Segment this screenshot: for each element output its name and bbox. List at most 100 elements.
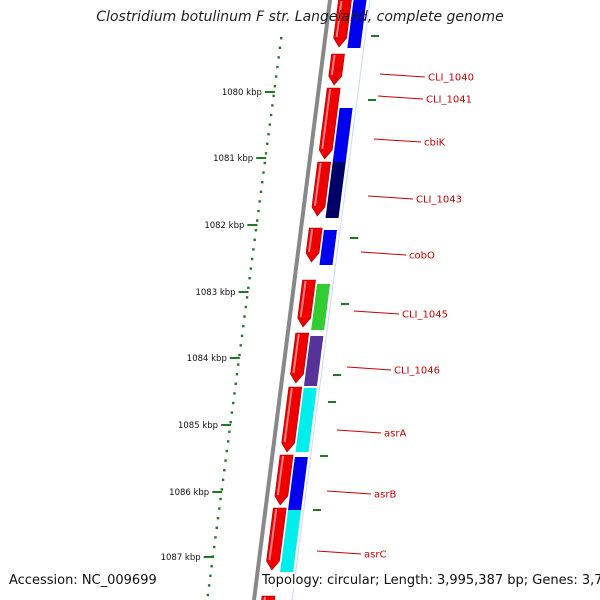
tick-minor — [258, 200, 261, 203]
tick-minor — [273, 85, 277, 88]
cds-arrow — [261, 595, 276, 600]
cog-block — [280, 510, 302, 572]
gene-label: CLI_1043 — [416, 195, 462, 206]
cog-block — [288, 457, 308, 510]
tick-minor — [235, 373, 239, 376]
tick-minor — [239, 344, 242, 347]
tick-minor — [247, 286, 250, 289]
gene-label: CLI_1041 — [426, 95, 472, 106]
tick-minor — [243, 315, 246, 318]
tick-minor — [223, 469, 226, 472]
scale-ticks: 1080 kbp 1081 kbp 1082 kbp 1083 kbp 1084 kbp… — [161, 37, 283, 597]
cog-block — [319, 230, 337, 265]
gene-labels: CLI_1040 CLI_1041 cbiK CLI_1043 cobO CLI_1045… — [316, 73, 474, 561]
tick-minor — [229, 421, 232, 424]
cds-arrow — [274, 454, 294, 506]
tick-minor — [225, 449, 229, 453]
cds-arrow — [305, 227, 323, 263]
gene-label: cbiK — [424, 138, 446, 149]
tick-minor — [248, 277, 251, 280]
tick-minor — [218, 507, 221, 510]
tick-minor — [245, 296, 249, 299]
gene-label: asrC — [364, 550, 386, 561]
tick-minor — [207, 584, 211, 587]
tick-minor — [272, 94, 275, 97]
genome-summary-text: Topology: circular; Length: 3,995,387 bp… — [262, 573, 600, 588]
tick-minor — [277, 56, 280, 59]
tick-minor — [264, 152, 268, 155]
tick-minor — [250, 257, 254, 261]
gene-label: CLI_1040 — [428, 73, 474, 84]
tick-minor — [254, 229, 258, 232]
tick-minor — [226, 440, 230, 443]
tick-minor — [279, 37, 283, 40]
cds-highlight — [276, 455, 285, 496]
tick-label: 1082 kbp — [204, 221, 244, 231]
tick-minor — [231, 401, 235, 405]
tick-minor — [233, 392, 236, 395]
tick-minor — [238, 353, 241, 357]
tick-minor — [278, 46, 282, 49]
cog-block — [332, 108, 353, 162]
tick-minor — [249, 267, 253, 270]
accession-text: Accession: NC_009699 — [9, 573, 157, 588]
gene-label: asrB — [374, 490, 396, 501]
tick-minor — [268, 123, 272, 126]
cds-arrow — [266, 507, 287, 571]
tick-minor — [209, 574, 212, 577]
tick-label: 1080 kbp — [222, 88, 262, 98]
tick-minor — [274, 75, 278, 78]
gene-leader-line — [353, 310, 400, 315]
tick-minor — [261, 181, 264, 184]
cds-highlight — [321, 88, 332, 150]
tick-minor — [206, 593, 210, 597]
gene-leader-line — [326, 490, 372, 495]
gene-leader-line — [360, 251, 407, 256]
tick-minor — [234, 382, 237, 385]
cds-arrow — [297, 279, 316, 328]
tick-label: 1083 kbp — [195, 288, 235, 298]
cds-highlight — [283, 387, 293, 443]
tick-minor — [230, 411, 234, 414]
map-title: Clostridium botulinum F str. Langeland, … — [96, 9, 504, 25]
cog-block — [311, 284, 331, 330]
tick-minor — [220, 488, 223, 491]
gene-leader-line — [377, 95, 424, 100]
tick-minor — [224, 459, 227, 462]
gene-leader-line — [346, 366, 392, 371]
tick-minor — [259, 190, 263, 193]
tick-minor — [271, 104, 274, 107]
tick-label: 1086 kbp — [169, 488, 209, 498]
tick-label: 1084 kbp — [187, 354, 227, 364]
tick-minor — [214, 536, 217, 539]
tick-minor — [216, 517, 220, 520]
cds-highlight — [299, 280, 307, 318]
cds-arrow — [311, 161, 332, 217]
tick-minor — [257, 209, 260, 213]
cds-highlight — [308, 228, 314, 253]
cog-block — [295, 388, 317, 452]
tick-label: 1085 kbp — [178, 421, 218, 431]
cds-arrow — [333, 0, 352, 48]
cds-highlight — [292, 333, 300, 374]
gene-label: cobO — [409, 251, 435, 262]
tick-minor — [210, 565, 213, 568]
cds-highlight — [330, 54, 336, 76]
cds-arrow — [281, 386, 303, 453]
tick-minor — [252, 248, 255, 251]
gene-leader-line — [316, 550, 362, 555]
cds-arrow — [290, 332, 310, 384]
tick-label: 1081 kbp — [213, 154, 253, 164]
gene-leader-line — [379, 73, 426, 78]
feature-rings — [261, 0, 379, 600]
tick-minor — [221, 478, 225, 481]
tick-minor — [237, 363, 240, 366]
tick-minor — [219, 497, 222, 501]
tick-minor — [213, 545, 216, 549]
tick-minor — [228, 430, 231, 433]
gene-leader-line — [367, 195, 414, 200]
gene-leader-line — [336, 429, 382, 434]
genome-backbone — [252, 0, 332, 600]
cog-block — [347, 0, 367, 48]
